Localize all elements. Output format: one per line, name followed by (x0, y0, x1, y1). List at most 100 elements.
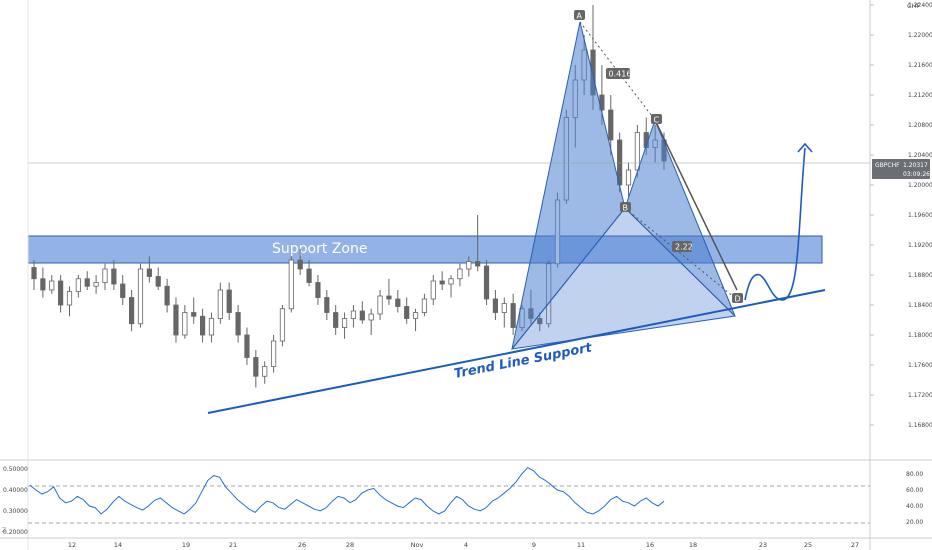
time-tick-label: 16 (646, 541, 654, 549)
time-tick-label: 28 (346, 541, 354, 549)
candle-body (439, 280, 445, 285)
candle-body (359, 310, 365, 321)
ratio-0416-badge (606, 68, 630, 79)
rsi-right-tick-label: 20.00 (906, 519, 923, 526)
pattern-triangle-xbd (510, 207, 737, 350)
time-tick-label: 12 (68, 541, 76, 549)
support-zone-label: Support Zone (272, 241, 367, 257)
candle-body (510, 303, 516, 328)
candle-body (501, 303, 507, 313)
candle-body (625, 169, 632, 186)
candle-body (199, 315, 206, 336)
candle-body (208, 318, 215, 336)
time-axis-labels: 12 14 19 21 26 28 Nov 4 9 11 16 18 23 25 27 (68, 541, 859, 549)
time-tick-label: Nov (411, 541, 424, 549)
price-tick-label: 1.20000 (908, 182, 932, 189)
currency-label: CHF (907, 2, 920, 10)
symbol-label: GBPCHF (875, 162, 900, 169)
rsi-left-tick-label: 0.50000 (3, 466, 28, 473)
candle-body (315, 282, 321, 298)
price-tick-label: 1.19600 (908, 212, 932, 219)
candle-body (288, 259, 294, 310)
candle-body (404, 306, 410, 319)
candle-body (412, 312, 419, 319)
candle-body (155, 276, 161, 287)
time-tick-label: 9 (532, 541, 536, 549)
rsi-left-tick-label: 0.40000 (3, 487, 28, 494)
candle-body (297, 259, 303, 270)
candle-body (421, 298, 428, 313)
rsi-right-tick-label: 60.00 (906, 487, 923, 494)
projection-arrowhead (797, 142, 813, 153)
candle-body (66, 291, 73, 306)
time-tick-label: 26 (298, 541, 306, 549)
countdown-label: 03:09:26 (903, 171, 930, 178)
candle-body (253, 357, 259, 377)
candle-body (483, 265, 490, 300)
candle-body (235, 312, 241, 336)
ratio-222-label: 2.22 (675, 243, 693, 252)
rsi-left-tick-label: 0.20000 (3, 529, 28, 536)
candle-body (368, 313, 374, 321)
point-d-badge (732, 293, 743, 303)
candle-body (31, 267, 37, 280)
rsi-pane-marker-icon: Z (2, 527, 6, 534)
ratio-0416-label: 0.416 (609, 70, 632, 79)
candle-body (430, 280, 436, 300)
price-tick-label: 1.18000 (908, 332, 932, 339)
price-tick-label: 1.18800 (908, 272, 932, 279)
price-tick-label: 1.19200 (908, 242, 932, 249)
point-c-label: C (654, 116, 660, 125)
candle-body (279, 308, 286, 342)
time-tick-label: 14 (114, 541, 122, 549)
candle-body (377, 295, 383, 315)
price-tick-label: 1.22400 (908, 2, 932, 9)
candle-body (120, 283, 126, 298)
candle-body (173, 304, 179, 336)
candle-body (226, 289, 232, 313)
candle-body (111, 268, 117, 285)
harmonic-pattern[interactable]: A B C D 0.416 2.22 (510, 10, 743, 350)
candle-body (244, 334, 250, 358)
candle-body (129, 297, 135, 325)
price-tick-label: 1.17200 (908, 392, 932, 399)
candle-body (395, 298, 401, 307)
ratio-222-badge (672, 241, 692, 252)
price-tick-label: 1.21200 (908, 92, 932, 99)
trend-line-support[interactable] (207, 289, 826, 414)
candle-body (49, 280, 55, 291)
candle-body (270, 340, 277, 367)
price-tick-label: 1.18400 (908, 302, 932, 309)
price-tick-label: 1.20400 (908, 152, 932, 159)
price-tick-label: 1.16800 (908, 422, 932, 429)
point-c-badge (651, 114, 662, 124)
candle-body (457, 268, 463, 280)
candle-body (466, 261, 472, 270)
candle-body (475, 261, 481, 267)
candle-body (350, 310, 357, 319)
candle-body (341, 318, 348, 328)
rsi-right-axis: 80.00 60.00 40.00 20.00 (906, 471, 923, 526)
point-b-badge (620, 202, 631, 212)
last-price-value: 1.20317 (903, 162, 928, 169)
price-tick-label: 1.17600 (908, 362, 932, 369)
price-axis-ticks: 1.22400 1.22000 1.21600 1.21200 1.20800 1.204… (870, 2, 932, 429)
time-tick-label: 21 (229, 541, 237, 549)
rsi-right-tick-label: 80.00 (906, 471, 923, 478)
candle-body (182, 312, 188, 336)
candle-body (537, 318, 543, 325)
candle-body (448, 278, 454, 285)
price-tick-label: 1.22000 (908, 32, 932, 39)
candle-body (217, 289, 223, 319)
candle-body (386, 295, 392, 300)
candle-body (634, 132, 640, 171)
cd-projection-line (654, 119, 738, 291)
time-tick-label: 23 (759, 541, 767, 549)
point-b-label: B (623, 204, 629, 213)
time-tick-label: 4 (464, 541, 468, 549)
point-a-badge (574, 10, 585, 20)
rsi-line (29, 466, 665, 515)
price-tick-label: 1.21600 (908, 62, 932, 69)
